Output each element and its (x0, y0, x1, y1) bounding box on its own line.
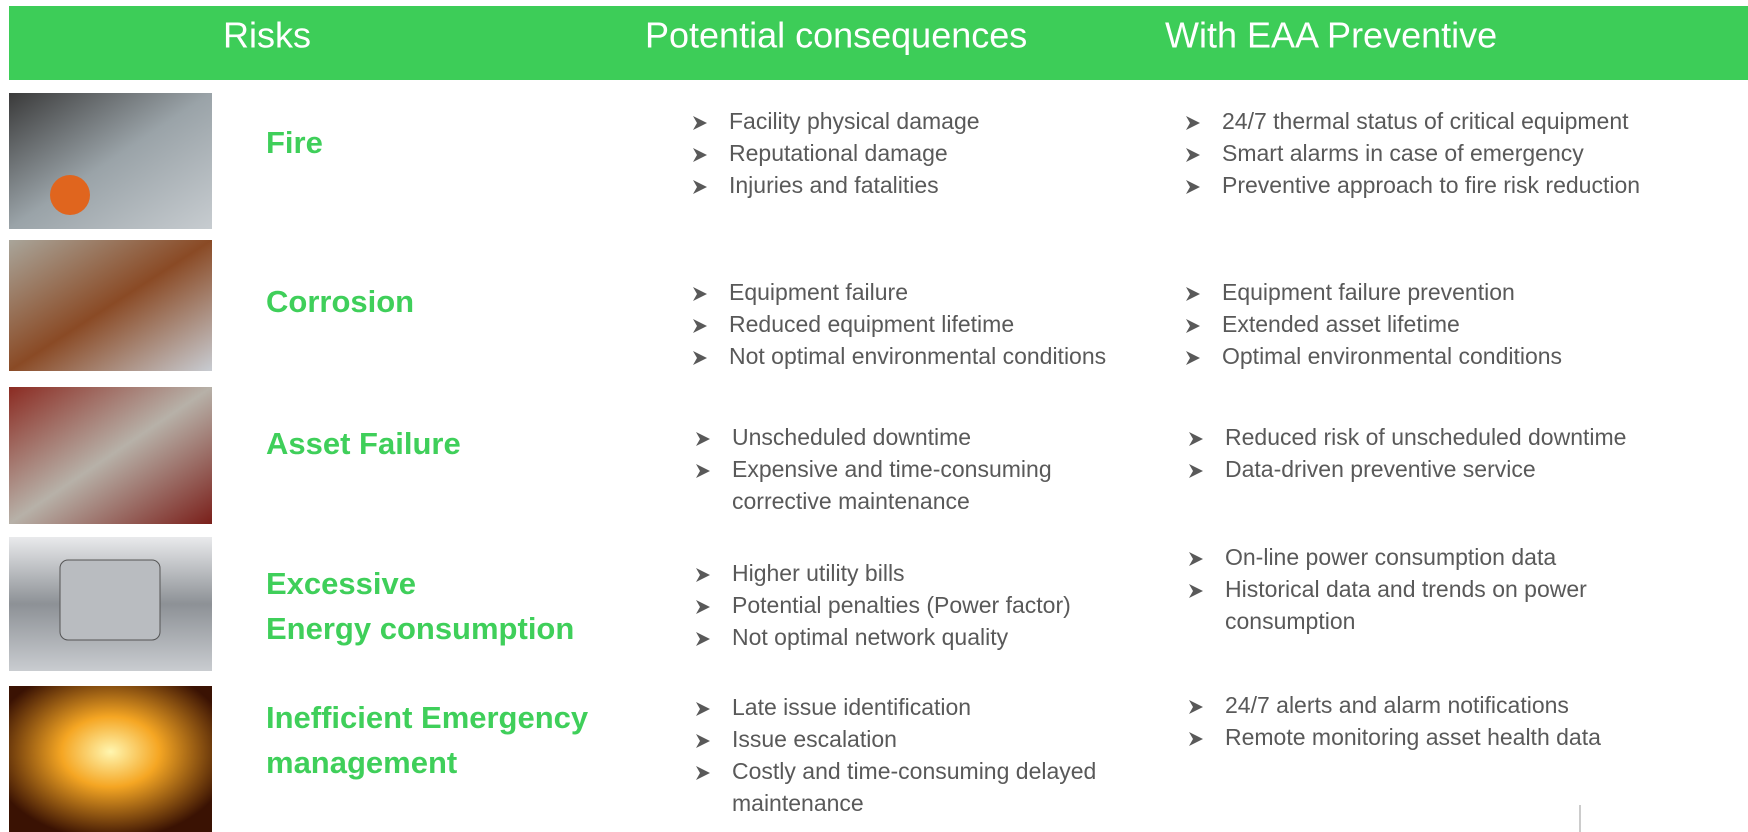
bullet-arrow (693, 287, 707, 301)
beacon-photo (9, 686, 212, 832)
risk-label: Excessive (266, 566, 416, 601)
bullet-arrow (1189, 700, 1203, 714)
bullet-arrow (1186, 148, 1200, 162)
bullet-arrow (1186, 287, 1200, 301)
column-header: With EAA Preventive (1165, 15, 1497, 56)
fire-photo (9, 93, 212, 229)
bullet-text: Injuries and fatalities (729, 172, 939, 198)
risk-label: Asset Failure (266, 426, 461, 461)
bullet-arrow (1186, 180, 1200, 194)
bullet-text: corrective maintenance (732, 488, 970, 514)
asset-photo (9, 387, 212, 524)
bullet-text: Not optimal environmental conditions (729, 343, 1106, 369)
risk-label: Energy consumption (266, 611, 574, 646)
column-header: Potential consequences (645, 15, 1027, 56)
bullet-text: 24/7 thermal status of critical equipmen… (1222, 108, 1629, 134)
bullet-arrow (1189, 432, 1203, 446)
bullet-text: Costly and time-consuming delayed (732, 758, 1096, 784)
bullet-arrow (696, 432, 710, 446)
bullet-arrow (696, 702, 710, 716)
bullet-arrow (693, 351, 707, 365)
risk-label: management (266, 745, 457, 780)
fire-flame (50, 175, 90, 215)
bullet-text: Unscheduled downtime (732, 424, 971, 450)
bullet-text: Data-driven preventive service (1225, 456, 1536, 482)
bullet-arrow (696, 766, 710, 780)
bullet-arrow (1186, 351, 1200, 365)
bullet-text: Preventive approach to fire risk reducti… (1222, 172, 1640, 198)
bullet-arrow (693, 319, 707, 333)
bullet-text: Extended asset lifetime (1222, 311, 1460, 337)
bullet-text: maintenance (732, 790, 864, 816)
column-header: Risks (223, 15, 311, 56)
bullet-text: Equipment failure (729, 279, 908, 305)
bullet-arrow (1189, 584, 1203, 598)
bullet-arrow (696, 734, 710, 748)
bullet-text: Reputational damage (729, 140, 948, 166)
bullet-text: Late issue identification (732, 694, 971, 720)
bullet-text: Remote monitoring asset health data (1225, 724, 1601, 750)
bullet-text: Equipment failure prevention (1222, 279, 1515, 305)
bullet-arrow (1186, 116, 1200, 130)
bullet-text: consumption (1225, 608, 1355, 634)
bullet-text: Facility physical damage (729, 108, 980, 134)
bullet-text: Expensive and time-consuming (732, 456, 1052, 482)
bullet-arrow (696, 632, 710, 646)
risk-label: Fire (266, 125, 323, 160)
risk-label: Inefficient Emergency (266, 700, 589, 735)
bullet-arrow (696, 464, 710, 478)
content: Risks Potential consequences With EAA Prev… (223, 15, 1640, 817)
risk-label: Corrosion (266, 284, 414, 319)
bullet-arrow (696, 600, 710, 614)
bullet-text: Smart alarms in case of emergency (1222, 140, 1584, 166)
header-bar (9, 6, 1748, 80)
bullet-arrow (693, 148, 707, 162)
bullet-text: Higher utility bills (732, 560, 905, 586)
bullet-arrow (693, 180, 707, 194)
bullet-text: Potential penalties (Power factor) (732, 592, 1071, 618)
bullet-arrow (1189, 552, 1203, 566)
bullet-arrow (696, 568, 710, 582)
bullet-text: On-line power consumption data (1225, 544, 1556, 570)
bullet-text: Optimal environmental conditions (1222, 343, 1562, 369)
bullet-text: Reduced equipment lifetime (729, 311, 1014, 337)
bullet-text: Reduced risk of unscheduled downtime (1225, 424, 1626, 450)
bullet-arrow (693, 116, 707, 130)
bullet-arrow (1186, 319, 1200, 333)
bullet-text: Not optimal network quality (732, 624, 1009, 650)
bullet-arrow (1189, 732, 1203, 746)
meter-body (59, 559, 161, 641)
bullet-text: Historical data and trends on power (1225, 576, 1587, 602)
bullet-arrow (1189, 464, 1203, 478)
bullet-text: Issue escalation (732, 726, 897, 752)
bullet-text: 24/7 alerts and alarm notifications (1225, 692, 1569, 718)
corrosion-photo (9, 240, 212, 371)
